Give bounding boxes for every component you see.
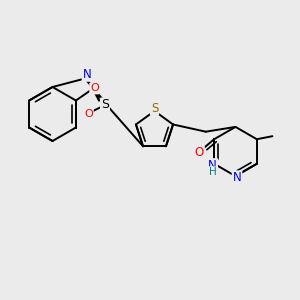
- Text: O: O: [90, 83, 99, 94]
- Text: N: N: [208, 159, 217, 172]
- Text: N: N: [232, 171, 242, 184]
- Text: H: H: [209, 167, 217, 177]
- Text: S: S: [101, 98, 109, 112]
- Text: N: N: [82, 68, 91, 81]
- Text: S: S: [151, 101, 158, 115]
- Text: O: O: [195, 146, 204, 159]
- Text: O: O: [84, 109, 93, 119]
